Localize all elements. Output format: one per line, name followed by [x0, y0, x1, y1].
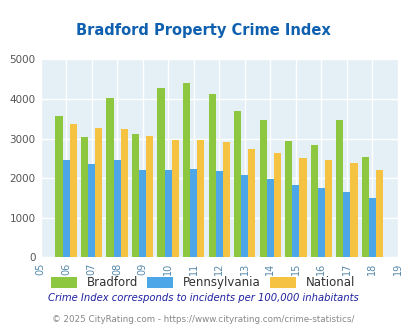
- Bar: [310, 145, 317, 257]
- Bar: [350, 163, 357, 257]
- Bar: [183, 83, 190, 257]
- Bar: [368, 198, 375, 257]
- Bar: [266, 180, 273, 257]
- Bar: [81, 137, 88, 257]
- Bar: [197, 140, 204, 257]
- Bar: [324, 160, 331, 257]
- Bar: [157, 88, 164, 257]
- Bar: [259, 120, 266, 257]
- Bar: [132, 134, 139, 257]
- Legend: Bradford, Pennsylvania, National: Bradford, Pennsylvania, National: [46, 272, 359, 294]
- Bar: [95, 128, 102, 257]
- Bar: [190, 169, 197, 257]
- Bar: [284, 141, 292, 257]
- Bar: [146, 136, 153, 257]
- Bar: [113, 160, 120, 257]
- Bar: [215, 172, 222, 257]
- Bar: [317, 188, 324, 257]
- Bar: [164, 170, 171, 257]
- Bar: [171, 140, 179, 257]
- Bar: [361, 157, 368, 257]
- Bar: [120, 129, 128, 257]
- Bar: [62, 160, 70, 257]
- Text: Crime Index corresponds to incidents per 100,000 inhabitants: Crime Index corresponds to incidents per…: [47, 293, 358, 303]
- Bar: [70, 124, 77, 257]
- Bar: [55, 115, 62, 257]
- Bar: [208, 94, 215, 257]
- Bar: [335, 120, 342, 257]
- Bar: [241, 175, 248, 257]
- Bar: [375, 170, 382, 257]
- Bar: [298, 158, 306, 257]
- Text: Bradford Property Crime Index: Bradford Property Crime Index: [75, 23, 330, 38]
- Bar: [139, 170, 146, 257]
- Text: © 2025 CityRating.com - https://www.cityrating.com/crime-statistics/: © 2025 CityRating.com - https://www.city…: [51, 315, 354, 324]
- Bar: [292, 184, 298, 257]
- Bar: [106, 98, 113, 257]
- Bar: [88, 164, 95, 257]
- Bar: [273, 153, 280, 257]
- Bar: [222, 142, 229, 257]
- Bar: [248, 148, 255, 257]
- Bar: [342, 192, 350, 257]
- Bar: [233, 111, 241, 257]
